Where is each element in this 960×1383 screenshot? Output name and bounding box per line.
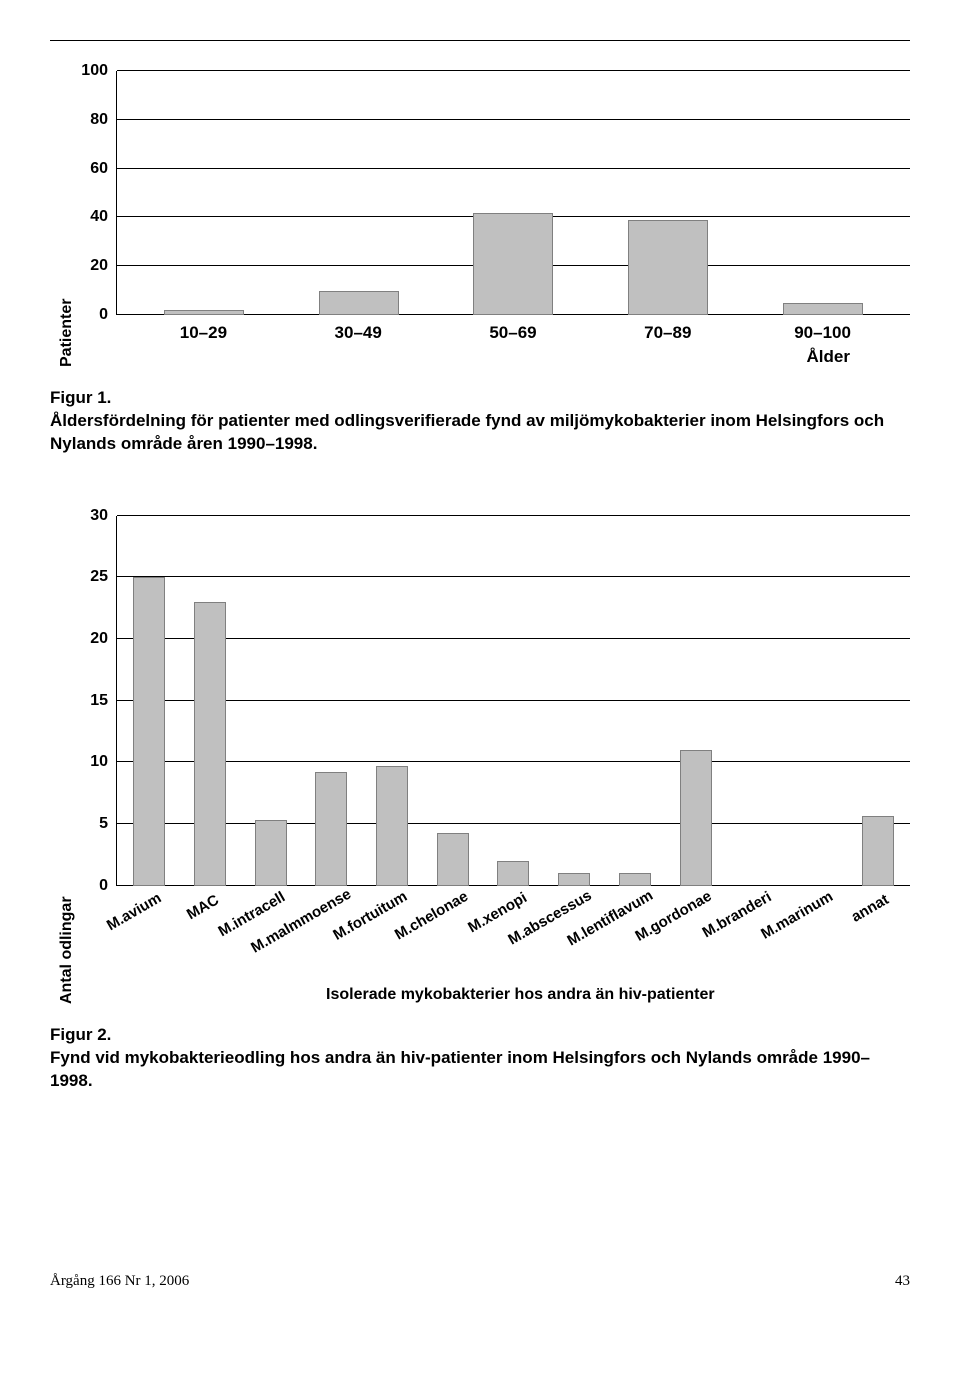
y-tick: 0 (99, 306, 108, 324)
x-tick: 30–49 (281, 323, 436, 343)
bar (255, 820, 287, 885)
bar (315, 772, 347, 885)
bar (680, 750, 712, 886)
bar (619, 873, 651, 885)
bar-slot (665, 750, 726, 886)
chart2-section: Antal odlingar 302520151050 M.aviumMACM.… (50, 516, 910, 1093)
y-tick: 20 (90, 257, 108, 275)
bar-slot (119, 577, 180, 885)
x-tick: M.marinum (786, 894, 847, 974)
chart1-x-row: 10–2930–4950–6970–8990–100 (76, 315, 910, 343)
x-tick-label: MAC (184, 891, 222, 923)
bar (862, 816, 894, 886)
x-tick: M.avium (118, 894, 179, 974)
y-tick: 60 (90, 160, 108, 178)
chart1-caption-text: Åldersfördelning för patienter med odlin… (50, 410, 910, 456)
bar-slot (544, 873, 605, 885)
bar-slot (180, 602, 241, 886)
chart1-plot-row: 100806040200 (76, 71, 910, 315)
page-footer: Årgång 166 Nr 1, 2006 43 (50, 1273, 910, 1290)
bar-slot (282, 291, 437, 315)
bar (473, 213, 553, 315)
y-tick: 80 (90, 111, 108, 129)
y-tick: 10 (90, 753, 108, 771)
bar-slot (301, 772, 362, 885)
x-tick: 50–69 (436, 323, 591, 343)
chart2-subtitle: Isolerade mykobakterier hos andra än hiv… (76, 986, 910, 1004)
footer-right: 43 (895, 1273, 910, 1290)
chart1-bars (117, 71, 910, 315)
x-tick: annat (847, 894, 908, 974)
bar (783, 303, 863, 315)
chart2-caption-title: Figur 2. (50, 1024, 910, 1047)
chart2-plot-row: 302520151050 (76, 516, 910, 886)
chart2-x-row: M.aviumMACM.intracellM.malmmoenseM.fortu… (76, 886, 910, 974)
y-tick: 5 (99, 815, 108, 833)
bar-slot (605, 873, 666, 885)
x-tick: 10–29 (126, 323, 281, 343)
y-tick: 30 (90, 507, 108, 525)
bar-slot (436, 213, 591, 315)
bar (376, 766, 408, 886)
chart2-x-ticks: M.aviumMACM.intracellM.malmmoenseM.fortu… (116, 886, 910, 974)
bar (497, 861, 529, 886)
chart2-caption-text: Fynd vid mykobakterieodling hos andra än… (50, 1047, 910, 1093)
bar-slot (591, 220, 746, 315)
chart1-x-ticks: 10–2930–4950–6970–8990–100 (116, 315, 910, 343)
bar-slot (362, 766, 423, 886)
bar-slot (483, 861, 544, 886)
y-tick: 20 (90, 630, 108, 648)
bar (437, 833, 469, 886)
chart2-y-label: Antal odlingar (50, 516, 76, 1004)
y-tick: 40 (90, 208, 108, 226)
bar-slot (847, 816, 908, 886)
top-rule (50, 40, 910, 41)
chart2-plot-area (116, 516, 910, 886)
chart1-plot-area (116, 71, 910, 315)
bar-slot (240, 820, 301, 885)
spacer (76, 315, 116, 343)
chart1-y-label: Patienter (50, 71, 76, 367)
chart1-body: 100806040200 10–2930–4950–6970–8990–100 … (76, 71, 910, 367)
bar (319, 291, 399, 315)
y-tick: 25 (90, 568, 108, 586)
chart2-body: 302520151050 M.aviumMACM.intracellM.malm… (76, 516, 910, 1004)
x-tick: 70–89 (590, 323, 745, 343)
bar (133, 577, 165, 885)
chart1-x-title: Ålder (76, 347, 910, 367)
bar-slot (422, 833, 483, 886)
x-tick: 90–100 (745, 323, 900, 343)
chart1-caption-title: Figur 1. (50, 387, 910, 410)
bar (558, 873, 590, 885)
chart2-caption: Figur 2. Fynd vid mykobakterieodling hos… (50, 1024, 910, 1093)
bar (164, 310, 244, 315)
bar (194, 602, 226, 886)
bar-slot (745, 303, 900, 315)
y-tick: 15 (90, 692, 108, 710)
chart1-y-ticks: 100806040200 (76, 71, 116, 315)
bar (628, 220, 708, 315)
footer-left: Årgång 166 Nr 1, 2006 (50, 1273, 189, 1290)
y-tick: 0 (99, 877, 108, 895)
x-tick-label: annat (848, 891, 891, 926)
y-tick: 100 (81, 62, 108, 80)
chart1-section: Patienter 100806040200 10–2930–4950–6970… (50, 71, 910, 456)
chart2-bars (117, 516, 910, 886)
chart2-y-ticks: 302520151050 (76, 516, 116, 886)
chart1-caption: Figur 1. Åldersfördelning för patienter … (50, 387, 910, 456)
bar-slot (127, 310, 282, 315)
chart2-wrapper: Antal odlingar 302520151050 M.aviumMACM.… (50, 516, 910, 1004)
chart1-wrapper: Patienter 100806040200 10–2930–4950–6970… (50, 71, 910, 367)
